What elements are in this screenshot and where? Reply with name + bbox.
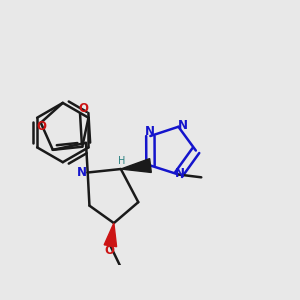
Polygon shape — [121, 159, 151, 172]
Text: N: N — [178, 119, 188, 132]
Text: N: N — [145, 124, 155, 138]
Polygon shape — [104, 223, 117, 247]
Text: O: O — [78, 102, 88, 115]
Text: N: N — [77, 166, 87, 179]
Text: O: O — [105, 244, 115, 257]
Text: H: H — [118, 156, 126, 166]
Text: N: N — [175, 167, 185, 180]
Text: O: O — [37, 120, 47, 134]
